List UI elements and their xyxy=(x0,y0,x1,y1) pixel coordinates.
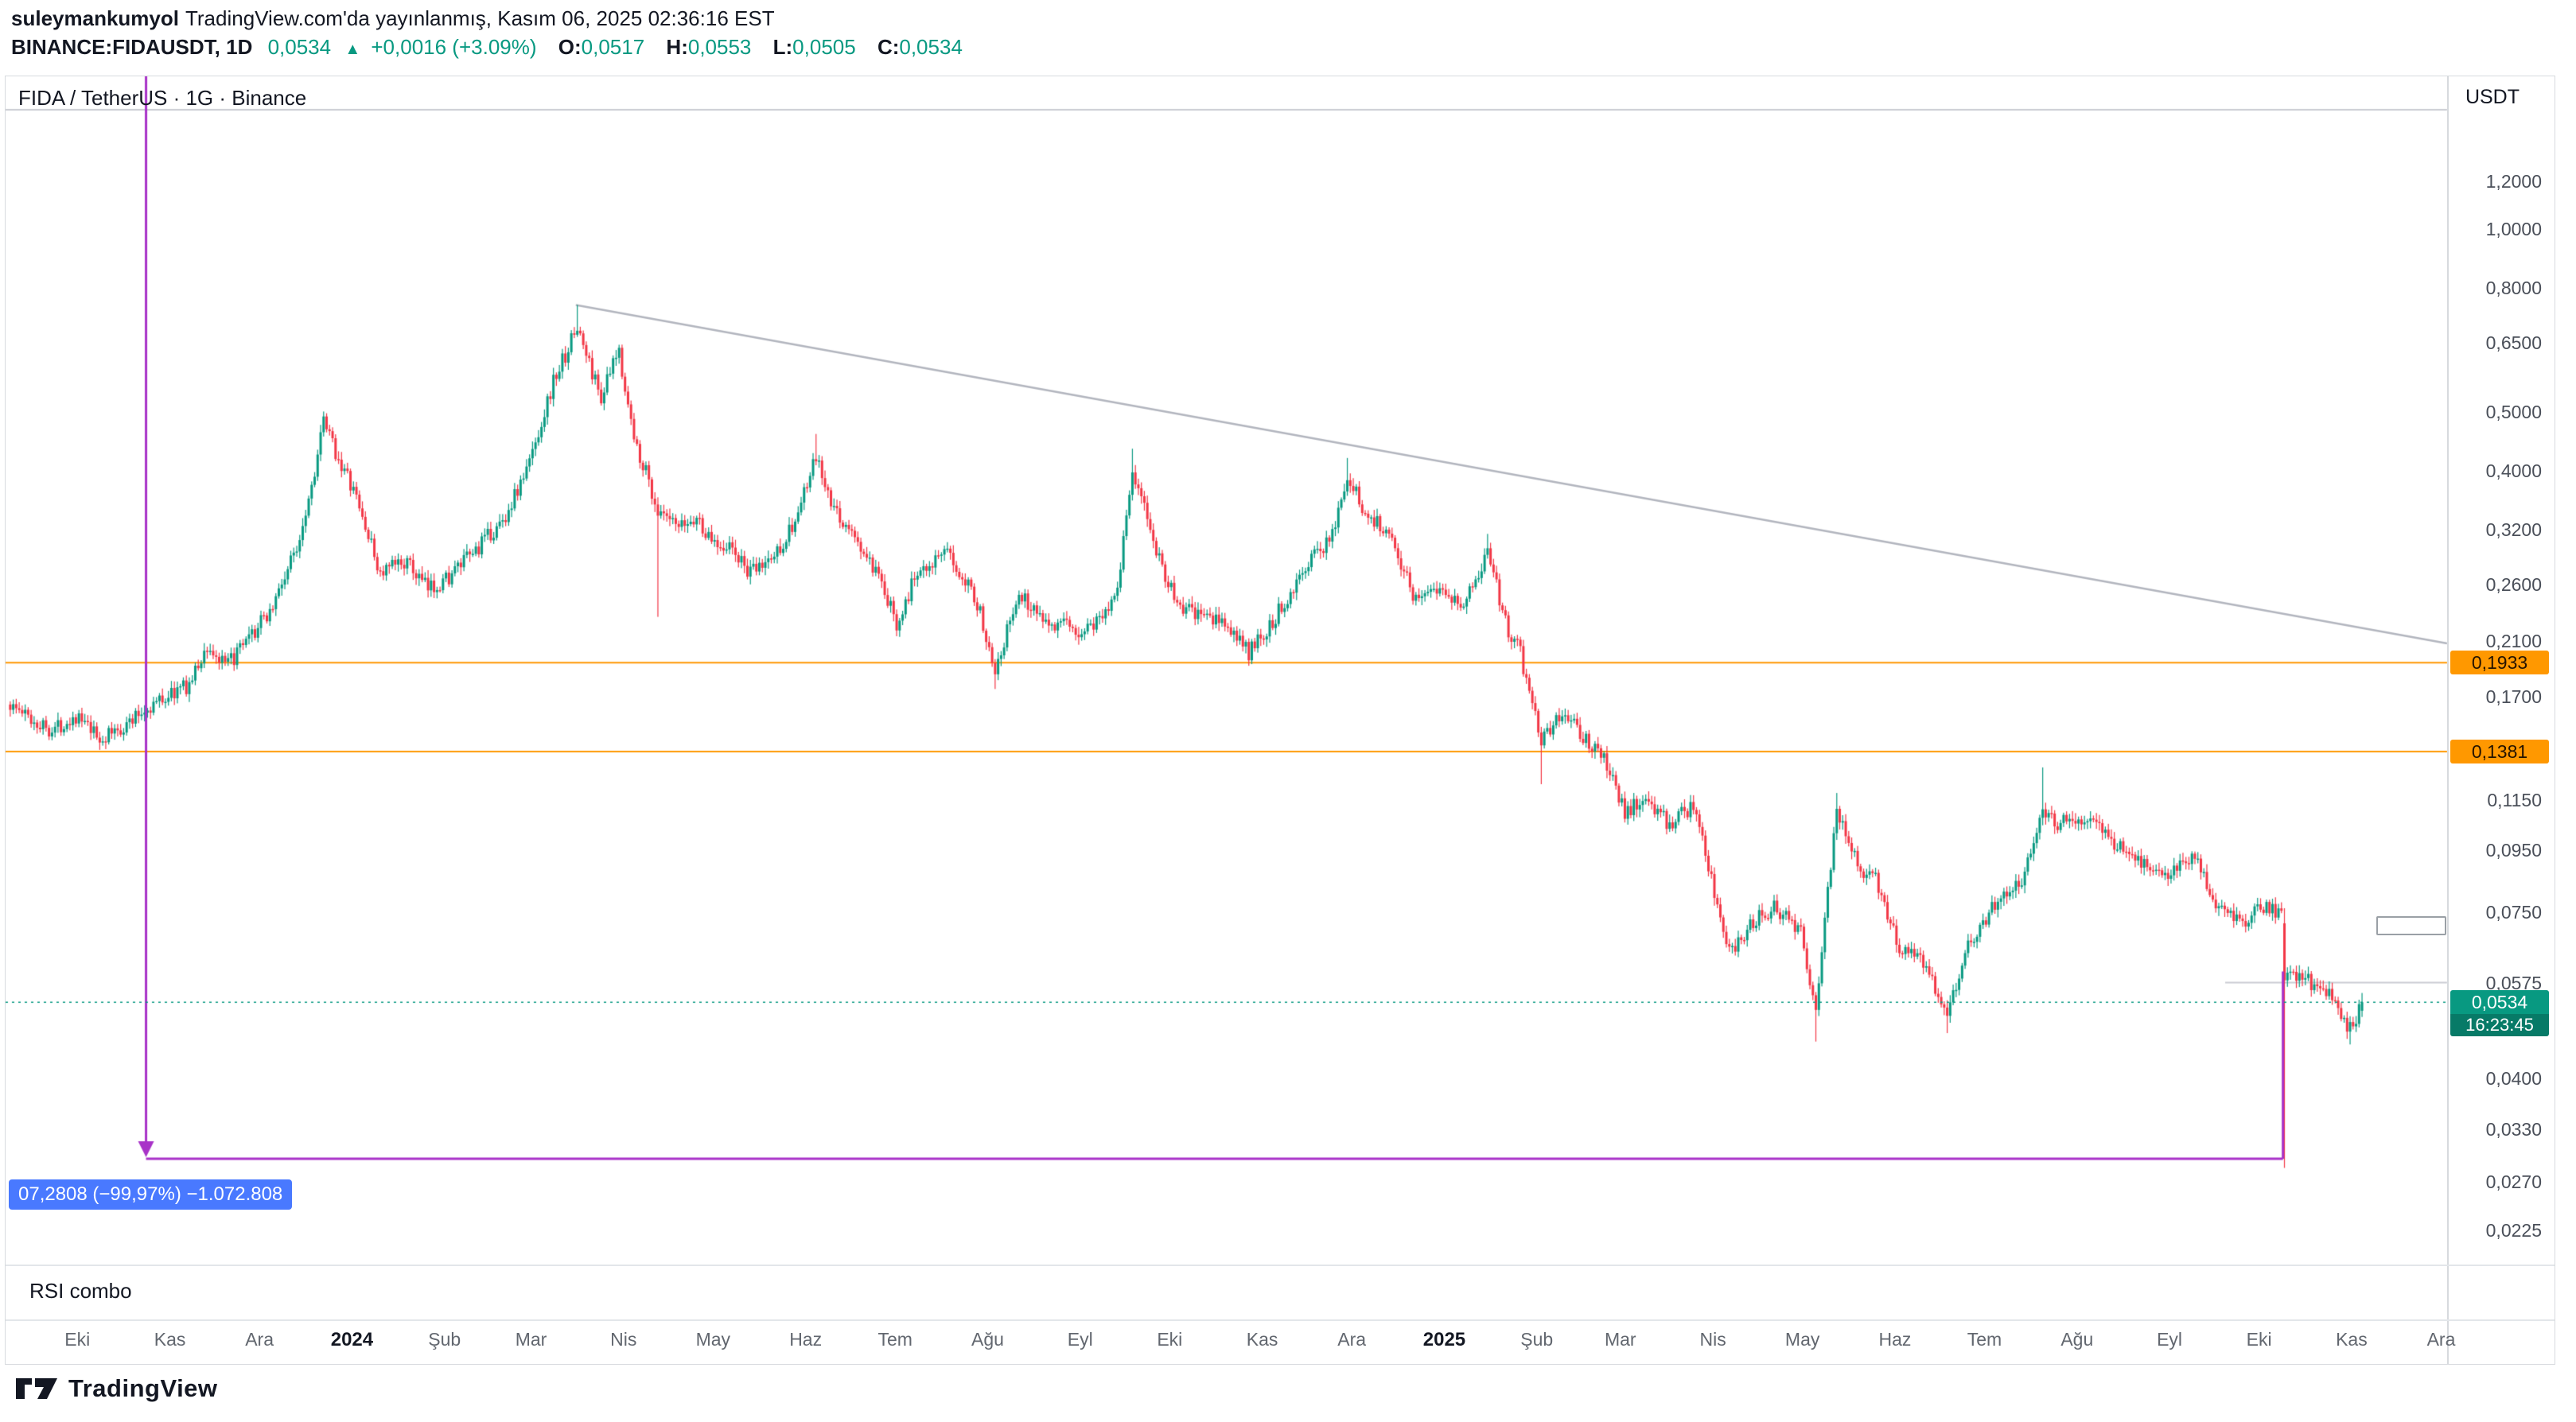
time-tick: Kas xyxy=(1246,1329,1278,1350)
price-tick: 0,3200 xyxy=(2485,519,2542,541)
time-tick: Eyl xyxy=(2157,1329,2183,1350)
price-tick: 0,4000 xyxy=(2485,460,2542,482)
time-tick: Şub xyxy=(428,1329,461,1350)
price-tick: 0,2600 xyxy=(2485,573,2542,595)
time-tick: 2024 xyxy=(330,1329,374,1350)
close-value: 0,0534 xyxy=(899,35,963,59)
time-tick: Kas xyxy=(154,1329,186,1350)
time-tick: Eki xyxy=(1157,1329,1183,1350)
time-tick: Haz xyxy=(789,1329,823,1350)
last-price: 0,0534 xyxy=(267,35,332,59)
last-price-value: 0,0534 xyxy=(2450,990,2549,1015)
low-label: L: xyxy=(772,35,793,59)
time-tick: Ağu xyxy=(971,1329,1004,1350)
hline-price-label-1381: 0,1381 xyxy=(2450,739,2549,763)
symbol-info-bar: BINANCE:FIDAUSDT, 1D 0,0534 ▲ +0,0016 (+… xyxy=(11,35,971,60)
time-tick: Mar xyxy=(515,1329,547,1350)
footer: TradingView xyxy=(14,1374,218,1403)
time-tick: 2025 xyxy=(1422,1329,1466,1350)
price-tick: 0,6500 xyxy=(2485,332,2542,353)
time-tick: Kas xyxy=(2336,1329,2368,1350)
time-tick: Nis xyxy=(1699,1329,1726,1350)
up-arrow-icon: ▲ xyxy=(344,41,361,58)
price-tick: 0,0750 xyxy=(2485,902,2542,923)
chart-container[interactable]: FIDA / TetherUS · 1G · Binance USDT 1,20… xyxy=(5,76,2555,1365)
time-tick: Ara xyxy=(2426,1329,2456,1350)
price-tick: 0,1700 xyxy=(2485,686,2542,707)
time-tick: Tem xyxy=(1967,1329,2002,1350)
time-tick: Ağu xyxy=(2060,1329,2094,1350)
symbol-name: BINANCE:FIDAUSDT, 1D xyxy=(11,35,253,59)
pane-separator-main-rsi[interactable] xyxy=(6,1265,2555,1266)
price-tick: 0,0575 xyxy=(2485,972,2542,993)
price-tick: 0,1150 xyxy=(2487,789,2542,810)
time-tick: Ara xyxy=(245,1329,274,1350)
tradingview-logo-icon[interactable] xyxy=(14,1375,59,1402)
price-tick: 0,0270 xyxy=(2485,1171,2542,1193)
last-price-label: 0,0534 16:23:45 xyxy=(2450,990,2549,1037)
price-tick: 0,0950 xyxy=(2485,840,2542,861)
measurement-label[interactable]: 07,2808 (−99,97%) −1.072.808 xyxy=(9,1179,293,1210)
time-tick: May xyxy=(1784,1329,1820,1350)
price-axis-unit: USDT xyxy=(2465,86,2520,108)
time-tick: Şub xyxy=(1520,1329,1554,1350)
attribution-line: suleymankumyol TradingView.com'da yayınla… xyxy=(11,6,775,31)
time-tick: Nis xyxy=(610,1329,637,1350)
price-change: +0,0016 (+3.09%) xyxy=(371,35,537,59)
price-tick: 1,0000 xyxy=(2485,219,2542,239)
author-name: suleymankumyol xyxy=(11,6,179,30)
low-value: 0,0505 xyxy=(792,35,856,59)
bar-countdown: 16:23:45 xyxy=(2450,1014,2549,1037)
price-tick: 0,8000 xyxy=(2485,278,2542,299)
price-axis[interactable]: 1,2000 1,0000 0,8000 0,6500 0,5000 0,4000 0,32… xyxy=(2449,76,2555,1319)
open-value: 0,0517 xyxy=(581,35,645,59)
price-tick: 0,0330 xyxy=(2485,1118,2542,1140)
time-tick: Ara xyxy=(1337,1329,1367,1350)
high-value: 0,0553 xyxy=(687,35,752,59)
time-tick: Eki xyxy=(64,1329,91,1350)
time-tick: Haz xyxy=(1878,1329,1912,1350)
pane-separator-rsi-timeaxis[interactable] xyxy=(6,1319,2555,1321)
price-tick: 0,0400 xyxy=(2485,1068,2542,1090)
chart-legend: FIDA / TetherUS · 1G · Binance xyxy=(18,86,307,110)
time-tick: Tem xyxy=(877,1329,912,1350)
tradingview-wordmark[interactable]: TradingView xyxy=(68,1374,218,1402)
price-tick: 0,0225 xyxy=(2485,1219,2542,1241)
attribution-text: TradingView.com'da yayınlanmış, Kasım 06… xyxy=(185,6,775,30)
price-tick: 0,5000 xyxy=(2485,401,2542,422)
price-tick: 0,2100 xyxy=(2485,630,2542,651)
rsi-pane-label: RSI combo xyxy=(29,1279,132,1303)
time-axis[interactable]: Eki Kas Ara 2024 Şub Mar Nis May Haz Tem Ağu Eyl Eki… xyxy=(6,1321,2455,1364)
price-chart-canvas[interactable] xyxy=(6,76,2555,1364)
time-tick: May xyxy=(695,1329,731,1350)
time-tick: Eki xyxy=(2246,1329,2272,1350)
empty-price-box[interactable] xyxy=(2376,916,2446,935)
close-label: C: xyxy=(877,35,900,59)
open-label: O: xyxy=(558,35,582,59)
time-tick: Eyl xyxy=(1067,1329,1093,1350)
hline-price-label-1933: 0,1933 xyxy=(2450,651,2549,675)
time-tick: Mar xyxy=(1604,1329,1636,1350)
high-label: H: xyxy=(666,35,688,59)
price-tick: 1,2000 xyxy=(2485,170,2542,192)
price-axis-separator xyxy=(2447,76,2449,1364)
